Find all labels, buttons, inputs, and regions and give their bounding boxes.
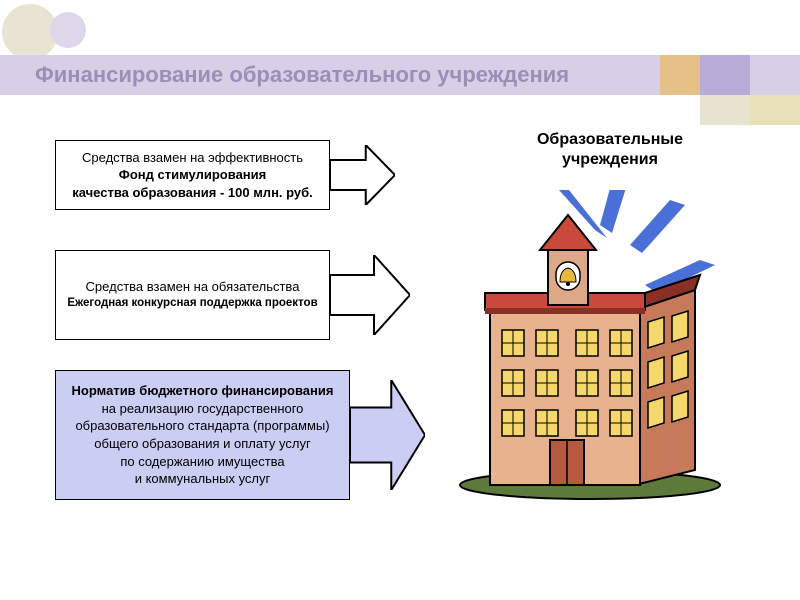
arrow2 <box>330 255 410 335</box>
box2: Средства взамен на обязательстваЕжегодна… <box>55 250 330 340</box>
box3-line: и коммунальных услуг <box>135 470 271 488</box>
arrow3 <box>350 380 425 490</box>
title-squares-decoration <box>660 25 800 135</box>
box1-line: Фонд стимулирования <box>119 166 266 184</box>
page-title: Финансирование образовательного учрежден… <box>0 62 569 88</box>
box2-line: Ежегодная конкурсная поддержка проектов <box>67 296 317 312</box>
arrow1 <box>330 145 395 205</box>
box3-line: по содержанию имущества <box>120 453 284 471</box>
box3-line: общего образования и оплату услуг <box>94 435 310 453</box>
box2-line: Средства взамен на обязательства <box>86 278 300 296</box>
box3: Норматив бюджетного финансированияна реа… <box>55 370 350 500</box>
box3-line: образовательного стандарта (программы) <box>75 417 329 435</box>
box1: Средства взамен на эффективностьФонд сти… <box>55 140 330 210</box>
institutions-label-line2: учреждения <box>562 151 658 168</box>
box3-line: Норматив бюджетного финансирования <box>72 382 334 400</box>
title-bar: Финансирование образовательного учрежден… <box>0 55 800 95</box>
box3-line: на реализацию государственного <box>102 400 304 418</box>
box1-line: качества образования - 100 млн. руб. <box>72 184 313 202</box>
content-area: Образовательные учреждения Средства взам… <box>0 130 800 590</box>
institutions-label: Образовательные учреждения <box>500 130 720 170</box>
school-building-illustration <box>440 190 740 500</box>
box1-line: Средства взамен на эффективность <box>82 149 303 167</box>
